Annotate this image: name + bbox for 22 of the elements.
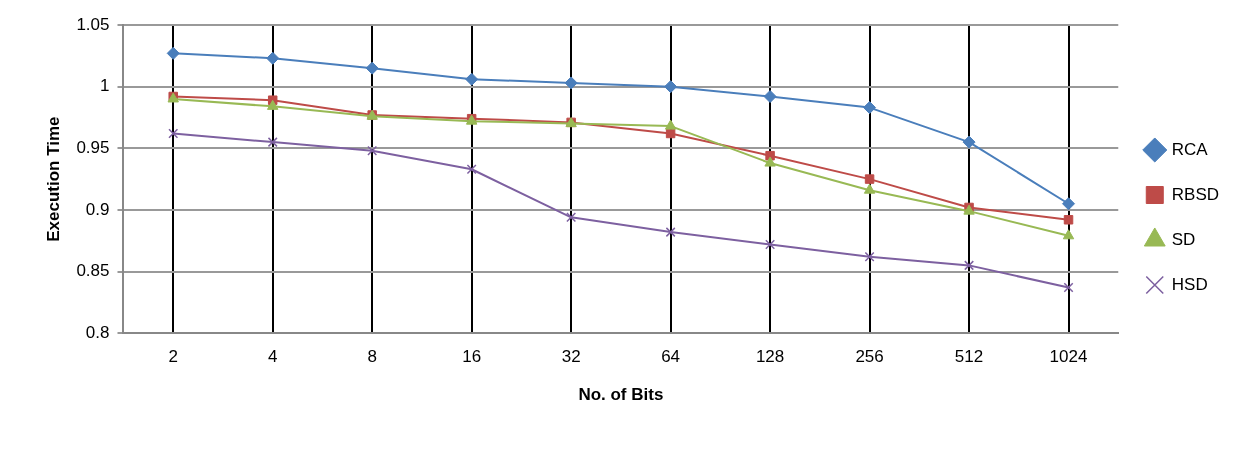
y-tick-label: 0.9	[85, 199, 110, 219]
legend-label: RCA	[1171, 139, 1209, 159]
x-tick-label: 1024	[1049, 347, 1088, 367]
x-axis-title: No. of Bits	[578, 385, 664, 405]
x-tick-label: 8	[367, 347, 377, 367]
x-tick-label: 2	[168, 347, 178, 367]
x-tick-label: 64	[661, 347, 681, 367]
y-tick-label: 0.8	[85, 322, 110, 342]
y-tick-label: 0.95	[76, 137, 110, 157]
x-tick-label: 16	[462, 347, 482, 367]
x-tick-label: 256	[855, 347, 884, 367]
y-axis-title: Execution Time	[43, 116, 63, 242]
x-tick-label: 128	[755, 347, 785, 367]
y-tick-label: 1	[100, 76, 110, 96]
x-tick-label: 4	[267, 347, 278, 367]
legend-label: SD	[1171, 229, 1196, 249]
legend-label: HSD	[1171, 274, 1208, 294]
y-tick-label: 0.85	[76, 261, 110, 281]
legend-label: RBSD	[1171, 184, 1219, 204]
y-tick-label: 1.05	[76, 14, 110, 34]
x-tick-label: 32	[561, 347, 581, 367]
x-tick-label: 512	[954, 347, 984, 367]
